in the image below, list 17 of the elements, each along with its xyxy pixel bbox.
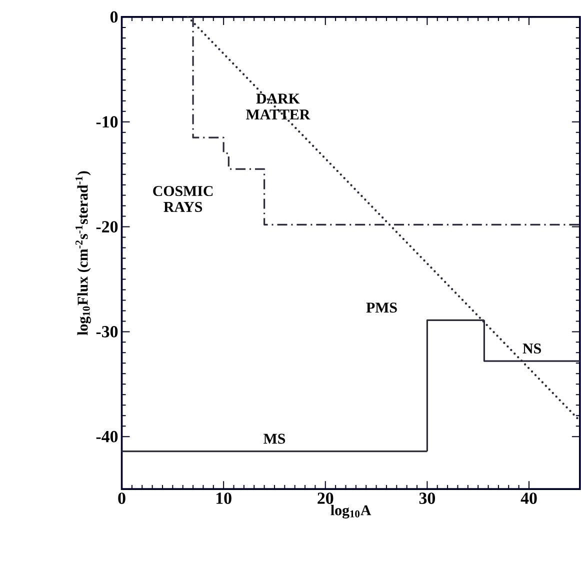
x-tick-label: 40 xyxy=(520,492,537,504)
y-tick-label: -20 xyxy=(96,221,118,233)
y-tick-label: -40 xyxy=(96,430,118,442)
y-tick-label: -30 xyxy=(96,326,118,338)
text: PMS xyxy=(366,302,397,313)
y-tick-label: -10 xyxy=(96,116,118,128)
series-label: NS xyxy=(522,344,541,354)
series-label: COSMIC RAYS xyxy=(153,186,213,212)
x-tick-label: 10 xyxy=(216,492,232,504)
series-label: MS xyxy=(264,434,286,444)
x-axis-title: log$_{10}$A xyxy=(330,504,372,518)
x-tick-label: 0 xyxy=(118,492,126,504)
series-label: DARK MATTER xyxy=(246,94,310,120)
x-tick-label: 30 xyxy=(419,492,436,504)
x-tick-label: 20 xyxy=(318,492,334,504)
text: log$_{10}$Flux (cm$^{-2}$s$^{-1}$sterad$^{-1}$) xyxy=(76,171,91,336)
y-tick-label: 0 xyxy=(110,11,118,23)
